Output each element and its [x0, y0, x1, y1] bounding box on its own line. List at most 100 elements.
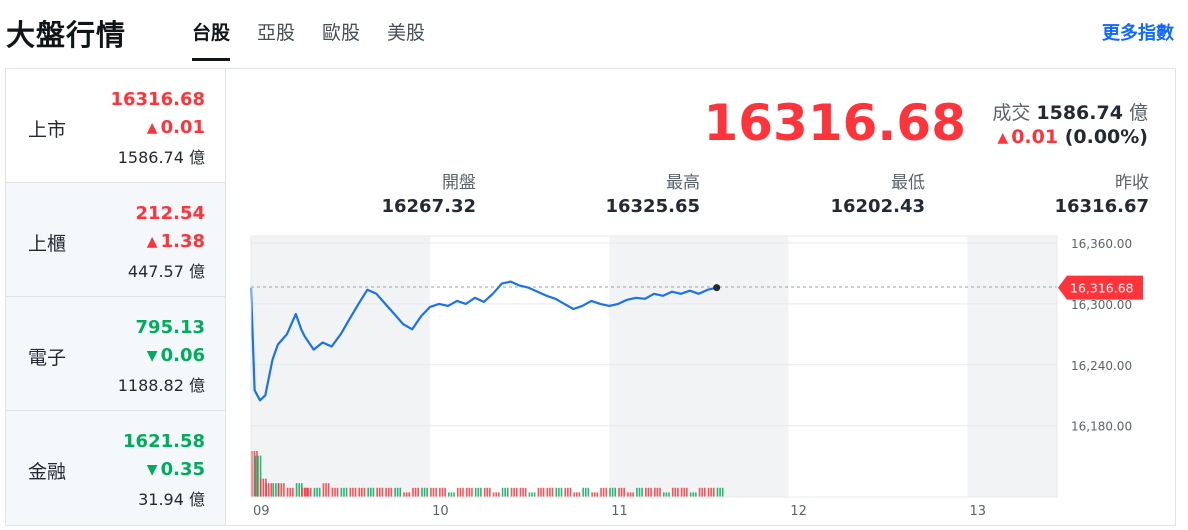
volume-bar: [292, 487, 294, 497]
volume-bar: [259, 455, 262, 497]
volume-bar: [340, 487, 343, 497]
volume-bar: [289, 487, 292, 497]
volume-bar: [483, 487, 486, 497]
volume-bar: [477, 487, 480, 497]
current-price-tag-label: 16,316.68: [1070, 281, 1134, 296]
volume-bar: [549, 487, 551, 497]
volume-bar: [327, 483, 330, 497]
volume-bar: [280, 483, 283, 497]
volume-bar: [698, 487, 701, 497]
tab-europe[interactable]: 歐股: [322, 22, 361, 44]
price-change-percent: (0.00%): [1064, 126, 1148, 148]
volume-bar: [361, 487, 363, 497]
volume-bar: [313, 487, 316, 497]
index-price: 16316.68: [110, 89, 205, 110]
index-change: ▲ 1.38: [147, 231, 205, 252]
volume-bar: [336, 487, 339, 497]
volume-bar: [515, 487, 518, 497]
volume-bar: [414, 487, 417, 497]
index-name: 上櫃: [28, 233, 67, 255]
volume-bar: [295, 483, 298, 497]
volume-bar: [486, 487, 489, 497]
index-item-otc[interactable]: 上櫃 212.54 ▲ 1.38 447.57 億: [6, 183, 225, 297]
stat-label: 昨收: [1115, 173, 1149, 193]
volume-bar: [569, 487, 572, 497]
volume-bar: [303, 487, 306, 497]
volume-bar: [277, 483, 280, 497]
volume-bar: [591, 492, 593, 497]
volume-bar: [435, 487, 437, 497]
down-triangle-icon: ▼: [146, 348, 158, 364]
volume-bar: [531, 492, 533, 497]
volume-bar: [614, 487, 617, 497]
volume-bar: [352, 487, 354, 497]
volume-bar: [390, 487, 393, 497]
up-triangle-icon: ▲: [997, 130, 1009, 146]
volume-bar: [686, 487, 688, 497]
y-tick-label: 16,240.00: [1071, 359, 1132, 373]
index-change: ▼ 0.35: [147, 459, 205, 480]
volume-bar: [354, 487, 357, 497]
volume-bar: [641, 487, 643, 497]
tab-taiwan[interactable]: 台股: [192, 18, 231, 61]
volume-bar: [513, 487, 515, 497]
index-item-electronics[interactable]: 電子 795.13 ▼ 0.06 1188.82 億: [6, 297, 225, 411]
volume-bar: [707, 487, 710, 497]
volume-bar: [609, 487, 611, 497]
page-title: 大盤行情: [6, 18, 127, 52]
index-item-finance[interactable]: 金融 1621.58 ▼ 0.35 31.94 億: [6, 411, 225, 525]
y-tick-label: 16,360.00: [1071, 237, 1132, 251]
tab-us[interactable]: 美股: [387, 22, 426, 44]
volume-bar: [480, 487, 482, 497]
quote-panel: [226, 68, 1176, 526]
index-name: 金融: [28, 461, 67, 483]
index-volume: 447.57 億: [127, 262, 205, 281]
volume-bar: [551, 487, 554, 497]
volume-bar: [546, 487, 549, 497]
volume-bar: [584, 487, 587, 497]
volume-bar: [462, 487, 464, 497]
index-item-listed[interactable]: 上市 16316.68 ▲ 0.01 1586.74 億: [6, 69, 225, 183]
stat-label: 開盤: [442, 173, 476, 193]
volume-bar: [474, 487, 477, 497]
price-change-value: 0.01: [1011, 126, 1059, 148]
volume-bar: [701, 487, 703, 497]
hour-band: [609, 236, 789, 497]
volume-bar: [275, 483, 277, 497]
index-name: 上市: [28, 119, 67, 141]
volume-bar: [587, 487, 590, 497]
index-list: 上市 16316.68 ▲ 0.01 1586.74 億 上櫃 212.54 ▲ 1…: [5, 68, 226, 526]
volume-bar: [680, 487, 683, 497]
volume-bar: [668, 492, 670, 497]
volume-bar: [358, 487, 361, 497]
volume-bar: [721, 487, 724, 497]
volume-bar: [716, 487, 719, 497]
volume-bar: [306, 487, 308, 497]
volume-bar: [405, 492, 408, 497]
volume-bar: [618, 487, 620, 497]
index-price: 212.54: [135, 203, 205, 224]
volume-bar: [671, 487, 674, 497]
volume-bar: [629, 492, 632, 497]
volume-bar: [573, 492, 575, 497]
volume-bar: [450, 492, 453, 497]
volume-bar: [620, 487, 623, 497]
volume-bar: [596, 492, 599, 497]
volume-bar: [677, 487, 679, 497]
volume-bar: [345, 487, 348, 497]
volume-bar: [322, 483, 325, 497]
tab-asia[interactable]: 亞股: [257, 22, 296, 44]
more-indices-link[interactable]: 更多指數: [1102, 23, 1174, 44]
volume-bar: [492, 492, 495, 497]
volume-bar: [378, 487, 381, 497]
volume-bar: [283, 483, 285, 497]
volume-bar: [421, 487, 423, 497]
volume-bar: [578, 492, 581, 497]
volume-bar: [417, 487, 419, 497]
volume-bar: [638, 487, 641, 497]
volume-bar: [555, 487, 558, 497]
volume-bar: [316, 487, 318, 497]
volume-bar: [576, 492, 578, 497]
plot-frame: [250, 235, 1058, 498]
